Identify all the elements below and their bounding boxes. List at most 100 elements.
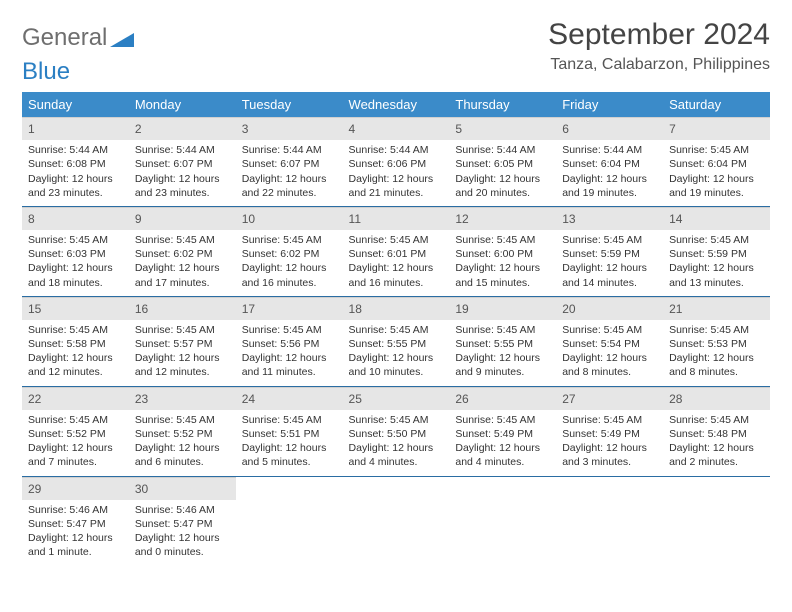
day-body: Sunrise: 5:45 AMSunset: 5:53 PMDaylight:… — [663, 320, 770, 386]
weekday-header: Friday — [556, 92, 663, 117]
calendar-cell: 12Sunrise: 5:45 AMSunset: 6:00 PMDayligh… — [449, 206, 556, 296]
sunrise-line: Sunrise: 5:45 AM — [562, 323, 657, 337]
daylight-line: Daylight: 12 hours and 14 minutes. — [562, 261, 657, 289]
day-body: Sunrise: 5:46 AMSunset: 5:47 PMDaylight:… — [22, 500, 129, 566]
sunset-line: Sunset: 5:53 PM — [669, 337, 764, 351]
weekday-header: Wednesday — [343, 92, 450, 117]
calendar-cell: 27Sunrise: 5:45 AMSunset: 5:49 PMDayligh… — [556, 386, 663, 476]
day-body: Sunrise: 5:44 AMSunset: 6:07 PMDaylight:… — [236, 140, 343, 206]
calendar-cell: 4Sunrise: 5:44 AMSunset: 6:06 PMDaylight… — [343, 117, 450, 206]
sunset-line: Sunset: 6:02 PM — [135, 247, 230, 261]
weekday-header: Thursday — [449, 92, 556, 117]
brand-logo: General — [22, 24, 134, 52]
day-body: Sunrise: 5:45 AMSunset: 6:04 PMDaylight:… — [663, 140, 770, 206]
calendar-cell: 18Sunrise: 5:45 AMSunset: 5:55 PMDayligh… — [343, 296, 450, 386]
sunset-line: Sunset: 6:01 PM — [349, 247, 444, 261]
day-number: 24 — [236, 387, 343, 410]
day-body: Sunrise: 5:45 AMSunset: 5:52 PMDaylight:… — [129, 410, 236, 476]
day-number: 9 — [129, 207, 236, 230]
day-number: 10 — [236, 207, 343, 230]
sunrise-line: Sunrise: 5:45 AM — [669, 413, 764, 427]
calendar-cell: 17Sunrise: 5:45 AMSunset: 5:56 PMDayligh… — [236, 296, 343, 386]
sunset-line: Sunset: 6:04 PM — [669, 157, 764, 171]
day-number: 15 — [22, 297, 129, 320]
daylight-line: Daylight: 12 hours and 8 minutes. — [562, 351, 657, 379]
daylight-line: Daylight: 12 hours and 6 minutes. — [135, 441, 230, 469]
calendar-cell: .. — [663, 476, 770, 565]
daylight-line: Daylight: 12 hours and 4 minutes. — [455, 441, 550, 469]
sunset-line: Sunset: 5:49 PM — [455, 427, 550, 441]
calendar-cell: 9Sunrise: 5:45 AMSunset: 6:02 PMDaylight… — [129, 206, 236, 296]
day-number: 11 — [343, 207, 450, 230]
sunset-line: Sunset: 6:07 PM — [135, 157, 230, 171]
calendar-cell: 25Sunrise: 5:45 AMSunset: 5:50 PMDayligh… — [343, 386, 450, 476]
day-number: 27 — [556, 387, 663, 410]
sunrise-line: Sunrise: 5:44 AM — [135, 143, 230, 157]
sunrise-line: Sunrise: 5:44 AM — [349, 143, 444, 157]
day-body: Sunrise: 5:45 AMSunset: 5:57 PMDaylight:… — [129, 320, 236, 386]
weekday-header: Monday — [129, 92, 236, 117]
daylight-line: Daylight: 12 hours and 1 minute. — [28, 531, 123, 559]
daylight-line: Daylight: 12 hours and 11 minutes. — [242, 351, 337, 379]
day-body: Sunrise: 5:45 AMSunset: 6:02 PMDaylight:… — [236, 230, 343, 296]
calendar-cell: 15Sunrise: 5:45 AMSunset: 5:58 PMDayligh… — [22, 296, 129, 386]
weekday-header: Sunday — [22, 92, 129, 117]
daylight-line: Daylight: 12 hours and 4 minutes. — [349, 441, 444, 469]
weekday-header: Tuesday — [236, 92, 343, 117]
calendar-cell: 6Sunrise: 5:44 AMSunset: 6:04 PMDaylight… — [556, 117, 663, 206]
calendar-cell: 24Sunrise: 5:45 AMSunset: 5:51 PMDayligh… — [236, 386, 343, 476]
sunset-line: Sunset: 6:04 PM — [562, 157, 657, 171]
daylight-line: Daylight: 12 hours and 22 minutes. — [242, 172, 337, 200]
sunrise-line: Sunrise: 5:45 AM — [562, 413, 657, 427]
daylight-line: Daylight: 12 hours and 21 minutes. — [349, 172, 444, 200]
day-number: 18 — [343, 297, 450, 320]
day-body: Sunrise: 5:44 AMSunset: 6:05 PMDaylight:… — [449, 140, 556, 206]
calendar-cell: 16Sunrise: 5:45 AMSunset: 5:57 PMDayligh… — [129, 296, 236, 386]
calendar-cell: .. — [449, 476, 556, 565]
sunrise-line: Sunrise: 5:45 AM — [242, 413, 337, 427]
sunrise-line: Sunrise: 5:45 AM — [349, 413, 444, 427]
calendar-cell: 14Sunrise: 5:45 AMSunset: 5:59 PMDayligh… — [663, 206, 770, 296]
sunrise-line: Sunrise: 5:45 AM — [669, 323, 764, 337]
day-number: 3 — [236, 117, 343, 140]
weekday-row: SundayMondayTuesdayWednesdayThursdayFrid… — [22, 92, 770, 117]
sunrise-line: Sunrise: 5:44 AM — [242, 143, 337, 157]
calendar-cell: .. — [236, 476, 343, 565]
day-number: 2 — [129, 117, 236, 140]
calendar-cell: 19Sunrise: 5:45 AMSunset: 5:55 PMDayligh… — [449, 296, 556, 386]
day-number: 1 — [22, 117, 129, 140]
day-body: Sunrise: 5:45 AMSunset: 5:59 PMDaylight:… — [663, 230, 770, 296]
calendar-cell: 13Sunrise: 5:45 AMSunset: 5:59 PMDayligh… — [556, 206, 663, 296]
sunset-line: Sunset: 6:05 PM — [455, 157, 550, 171]
daylight-line: Daylight: 12 hours and 16 minutes. — [242, 261, 337, 289]
day-body: Sunrise: 5:45 AMSunset: 5:55 PMDaylight:… — [449, 320, 556, 386]
sunset-line: Sunset: 5:55 PM — [455, 337, 550, 351]
day-number: 13 — [556, 207, 663, 230]
daylight-line: Daylight: 12 hours and 12 minutes. — [135, 351, 230, 379]
sunrise-line: Sunrise: 5:46 AM — [28, 503, 123, 517]
day-number: 6 — [556, 117, 663, 140]
sunrise-line: Sunrise: 5:44 AM — [455, 143, 550, 157]
sunrise-line: Sunrise: 5:45 AM — [455, 413, 550, 427]
sunset-line: Sunset: 5:49 PM — [562, 427, 657, 441]
sunset-line: Sunset: 5:54 PM — [562, 337, 657, 351]
day-number: 7 — [663, 117, 770, 140]
sunset-line: Sunset: 6:07 PM — [242, 157, 337, 171]
sunrise-line: Sunrise: 5:45 AM — [28, 323, 123, 337]
day-body: Sunrise: 5:44 AMSunset: 6:07 PMDaylight:… — [129, 140, 236, 206]
day-number: 28 — [663, 387, 770, 410]
calendar-row: 15Sunrise: 5:45 AMSunset: 5:58 PMDayligh… — [22, 296, 770, 386]
day-number: 16 — [129, 297, 236, 320]
sunrise-line: Sunrise: 5:44 AM — [28, 143, 123, 157]
day-number: 29 — [22, 477, 129, 500]
day-number: 23 — [129, 387, 236, 410]
calendar-head: SundayMondayTuesdayWednesdayThursdayFrid… — [22, 92, 770, 117]
daylight-line: Daylight: 12 hours and 7 minutes. — [28, 441, 123, 469]
day-body: Sunrise: 5:45 AMSunset: 5:54 PMDaylight:… — [556, 320, 663, 386]
day-body: Sunrise: 5:45 AMSunset: 5:50 PMDaylight:… — [343, 410, 450, 476]
sunset-line: Sunset: 5:56 PM — [242, 337, 337, 351]
sunrise-line: Sunrise: 5:45 AM — [135, 413, 230, 427]
day-body: Sunrise: 5:45 AMSunset: 6:01 PMDaylight:… — [343, 230, 450, 296]
daylight-line: Daylight: 12 hours and 23 minutes. — [135, 172, 230, 200]
calendar-table: SundayMondayTuesdayWednesdayThursdayFrid… — [22, 92, 770, 565]
